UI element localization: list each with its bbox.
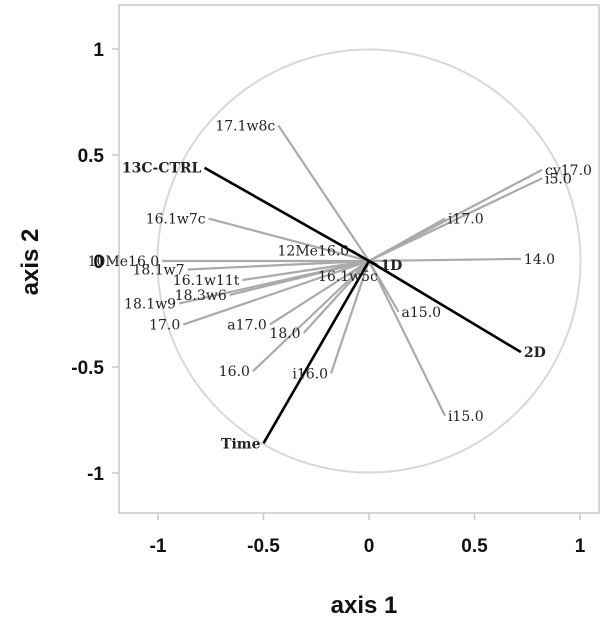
vector-label-18-3w6: 18.3w6 [175, 288, 227, 304]
unit-circle [156, 48, 582, 474]
vector-18-1w7 [187, 259, 370, 271]
vector-18-1w9 [178, 259, 370, 305]
vector-13c-ctrl [203, 166, 370, 263]
loading-vectors [162, 124, 543, 444]
vector-label-i15-0: i15.0 [448, 409, 484, 425]
vector-17-1w8c [277, 124, 370, 262]
y-tick-label: -1 [87, 464, 104, 485]
x-tick-label: -1 [150, 536, 167, 557]
vector-16-1w7c [208, 217, 370, 263]
y-tick-label: -0.5 [71, 358, 104, 379]
vector-label-a17-0: a17.0 [227, 318, 267, 334]
vector-label-16-1w5c: 16.1w5c [318, 269, 378, 285]
x-tick-label: 0 [364, 536, 375, 557]
y-tick-label: 0 [93, 252, 104, 273]
x-axis-title: axis 1 [331, 592, 398, 619]
vector-label-17-1w8c: 17.1w8c [215, 118, 275, 134]
vector-a17-0 [269, 260, 370, 326]
vector-16-1w11t [242, 259, 370, 282]
x-tick-label: 1 [575, 536, 586, 557]
vector-label-10me16-0: 10Me16.0 [88, 254, 160, 270]
vector-16-0 [252, 260, 370, 373]
vector-time [262, 260, 371, 444]
vector-label-16-0: 16.0 [219, 364, 250, 380]
vector-label-time: Time [221, 436, 261, 452]
vector-18-0 [302, 260, 370, 334]
vector-label-2d: 2D [524, 345, 546, 361]
vector-label-a15-0: a15.0 [402, 305, 442, 321]
vector-label-18-1w7: 18.1w7 [132, 262, 184, 278]
vector-label-16-1w11t: 16.1w11t [173, 273, 240, 289]
vector-label-13c-ctrl: 13C-CTRL [122, 161, 202, 177]
vector-labels: 17.1w8c16.1w7c12Me16.010Me16.018.1w716.1… [88, 118, 592, 452]
vector-label-cy17-0: cy17.0 [545, 163, 592, 179]
vector-14-0 [368, 257, 521, 263]
vector-label-12me16-0: 12Me16.0 [278, 243, 350, 259]
vector-label-i16-0: i16.0 [292, 366, 328, 382]
y-axis-title: axis 2 [17, 229, 44, 296]
vector-i16-0 [329, 260, 371, 374]
vector-2d [368, 259, 522, 354]
vector-17-0 [182, 259, 370, 326]
vector-label-14-0: 14.0 [524, 252, 555, 268]
vector-label-17-0: 17.0 [149, 318, 180, 334]
x-axis-ticks: -1 -0.5 0 0.5 1 [150, 513, 586, 557]
plot-frame [118, 4, 600, 514]
y-tick-label: 0.5 [78, 146, 105, 167]
vector-label-1d: 1D [380, 258, 402, 274]
x-tick-label: -0.5 [247, 536, 280, 557]
vector-i15-0 [368, 260, 446, 417]
x-tick-label: 0.5 [461, 536, 488, 557]
y-axis-ticks: 1 0.5 0 -0.5 -1 [71, 40, 119, 485]
vector-label-i5-0: i5.0 [545, 171, 572, 187]
vector-label-18-1w9: 18.1w9 [124, 296, 176, 312]
vector-label-16-1w7c: 16.1w7c [146, 212, 206, 228]
vector-label-18-0: 18.0 [269, 326, 300, 342]
vector-label-i17-0: i17.0 [448, 212, 484, 228]
vector-i17-0 [368, 217, 446, 262]
y-tick-label: 1 [93, 40, 104, 61]
vector-i5-0 [368, 177, 543, 262]
